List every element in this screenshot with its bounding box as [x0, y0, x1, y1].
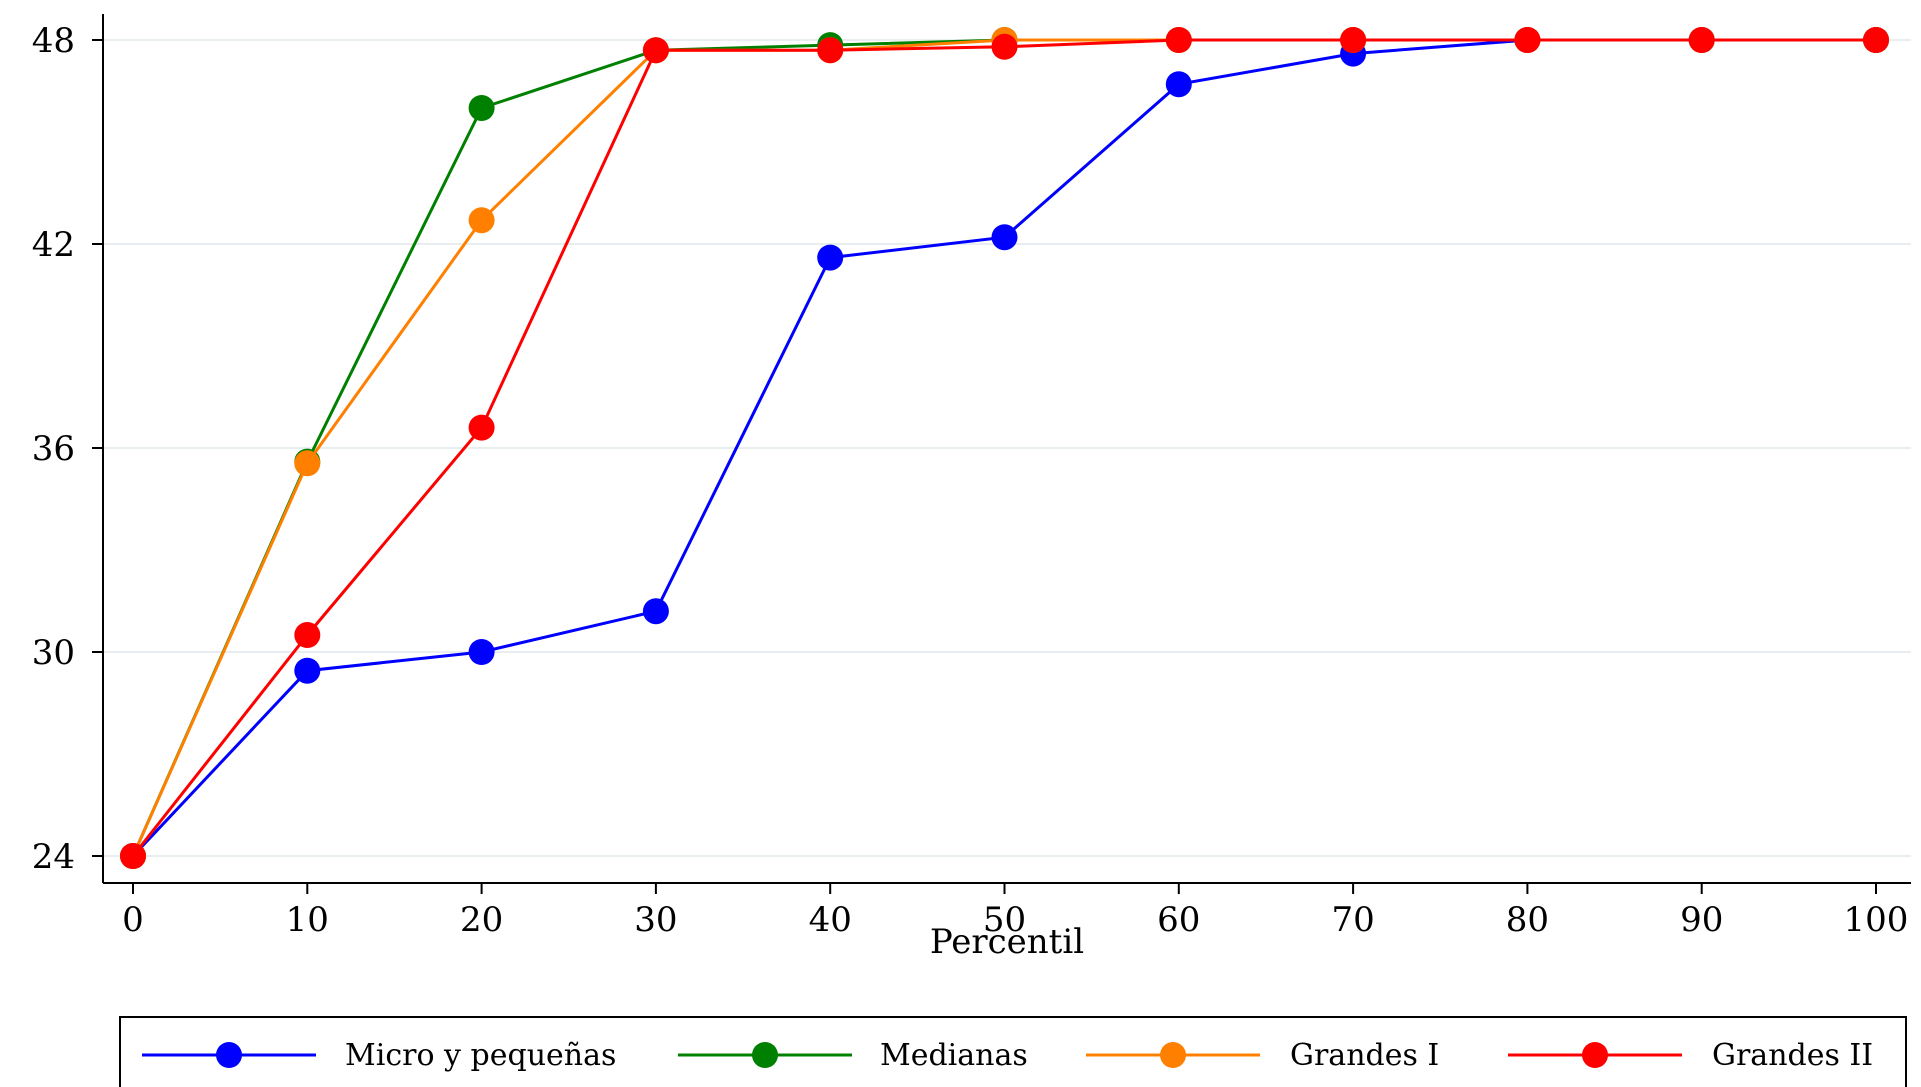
data-point	[817, 244, 844, 271]
legend-label: Medianas	[880, 1038, 1028, 1073]
data-point	[1863, 27, 1889, 53]
x-tick-label: 50	[983, 900, 1026, 940]
y-tick-label: 24	[32, 837, 75, 877]
data-point	[468, 207, 495, 234]
legend: Micro y pequeñas Medianas Grandes I Grandes…	[119, 1016, 1907, 1087]
data-point	[468, 639, 495, 665]
legend-marker	[1582, 1042, 1608, 1068]
x-tick-label: 20	[460, 900, 503, 940]
data-point	[991, 33, 1018, 60]
data-point	[1514, 27, 1541, 53]
legend-item: Micro y pequeñas	[142, 1038, 616, 1073]
x-tick-label: 100	[1844, 900, 1909, 940]
series-group	[120, 27, 1889, 869]
legend-marker	[752, 1042, 778, 1068]
legend-label: Grandes I	[1290, 1038, 1439, 1073]
x-tick-label: 40	[809, 900, 852, 940]
x-tick-label: 30	[634, 900, 677, 940]
x-tick-label: 0	[122, 900, 144, 940]
series-3	[120, 27, 1889, 869]
data-point	[294, 622, 321, 648]
data-point	[1340, 27, 1367, 53]
y-tick-label: 36	[32, 429, 75, 469]
data-point	[294, 657, 321, 684]
legend-item: Grandes I	[1086, 1038, 1439, 1073]
x-tick-label: 80	[1506, 900, 1549, 940]
x-tick-label: 60	[1157, 900, 1200, 940]
x-tick-label: 70	[1331, 900, 1374, 940]
x-ticks: 0 10 20 30 40 50 60 70 80 90 100	[122, 883, 1908, 940]
legend-box	[119, 1016, 1907, 1087]
x-tick-label: 90	[1680, 900, 1723, 940]
data-point	[468, 414, 495, 441]
data-point	[642, 598, 669, 625]
legend-marker	[216, 1042, 242, 1068]
legend-marker	[1160, 1042, 1186, 1068]
data-point	[642, 37, 669, 64]
gridlines	[103, 39, 1911, 857]
data-point	[991, 224, 1018, 251]
data-point	[1165, 27, 1192, 53]
data-point	[817, 37, 844, 64]
y-tick-label: 30	[32, 633, 75, 673]
legend-item: Medianas	[678, 1038, 1028, 1073]
x-axis-title: Percentil	[930, 922, 1084, 962]
data-point	[1165, 71, 1192, 98]
data-point	[1688, 27, 1715, 53]
y-tick-label: 48	[32, 21, 75, 61]
x-tick-label: 10	[286, 900, 329, 940]
y-tick-label: 42	[32, 225, 75, 265]
data-point	[294, 450, 321, 477]
legend-label: Grandes II	[1712, 1038, 1873, 1073]
data-point	[468, 95, 495, 121]
y-ticks: 24 30 36 42 48	[32, 21, 103, 877]
legend-item: Grandes II	[1508, 1038, 1873, 1073]
data-point	[120, 843, 146, 869]
legend-label: Micro y pequeñas	[345, 1038, 616, 1073]
